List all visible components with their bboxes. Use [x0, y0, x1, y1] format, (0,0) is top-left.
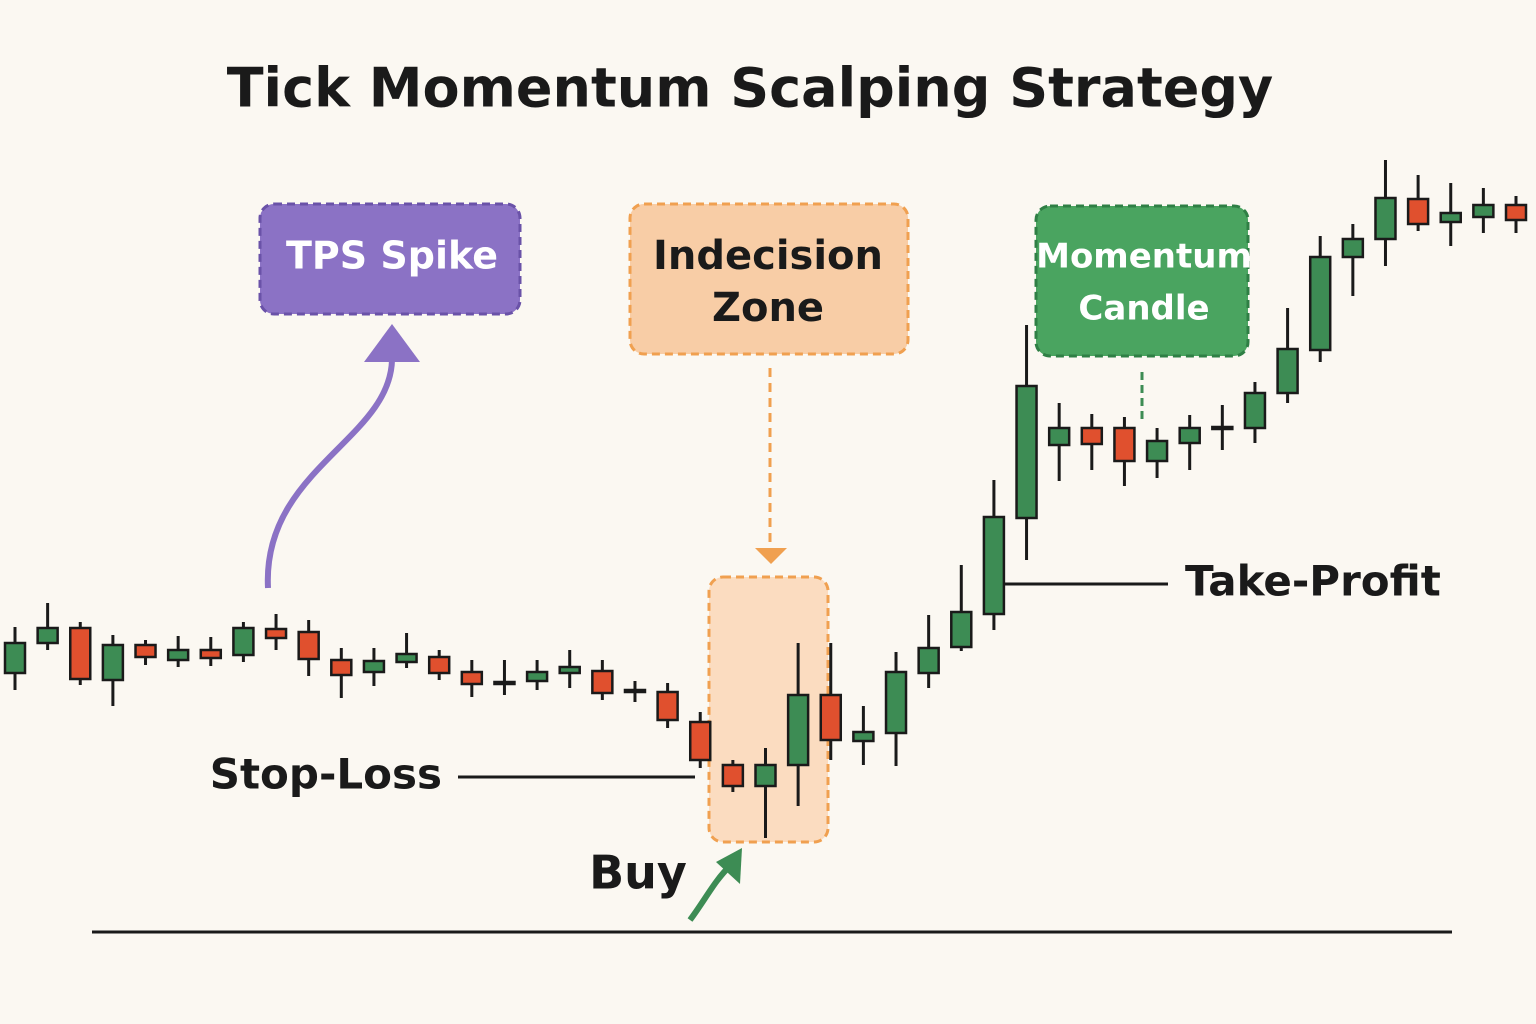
candle-body	[591, 669, 614, 695]
candle-body	[101, 643, 125, 682]
candle-body	[36, 626, 59, 645]
candle-body	[656, 690, 679, 722]
candle-body	[1145, 439, 1169, 463]
candle-body	[688, 720, 712, 762]
candle-body	[1472, 203, 1495, 219]
tps-box	[258, 202, 522, 316]
indecision-box	[628, 202, 910, 356]
candle-body	[330, 658, 353, 677]
momentum-box	[1034, 204, 1250, 358]
candle-body	[493, 680, 516, 686]
candle-body	[1113, 426, 1136, 463]
candle-body	[1211, 425, 1234, 431]
indecision-label: Zone	[712, 285, 824, 331]
candle-body	[623, 688, 647, 694]
candle-body	[460, 670, 484, 686]
candle-body	[884, 670, 908, 735]
candle-body	[297, 630, 320, 661]
buy-label: Buy	[589, 846, 687, 900]
candle-body	[950, 610, 973, 649]
tps-arrowhead	[364, 324, 420, 362]
candle-body	[1015, 384, 1038, 520]
candle-body	[395, 652, 418, 664]
momentum-label: Momentum	[1036, 237, 1252, 277]
candle-body	[166, 648, 190, 662]
candle-body	[1406, 197, 1430, 226]
candle-body	[982, 515, 1006, 616]
candle-body	[786, 693, 810, 767]
candle-body	[1341, 237, 1365, 259]
candle-body	[362, 659, 386, 674]
candle-body	[1080, 426, 1104, 446]
candle-body	[917, 646, 940, 675]
candle-body	[558, 665, 581, 675]
candle-body	[134, 643, 157, 659]
tps-label: TPS Spike	[286, 234, 498, 278]
chart-title: Tick Momentum Scalping Strategy	[227, 57, 1274, 120]
candle-body	[721, 763, 745, 788]
candle-body	[69, 626, 92, 681]
tps-arrow	[264, 359, 395, 589]
candle-body	[1047, 426, 1071, 447]
momentum-label: Candle	[1078, 289, 1209, 329]
candle-body	[1178, 426, 1201, 445]
candle-body	[1276, 347, 1299, 395]
candle-body	[1439, 211, 1462, 224]
candle-body	[3, 641, 27, 675]
candle-body	[199, 648, 223, 660]
candle-body	[1504, 203, 1528, 222]
candle-body	[264, 627, 288, 640]
candle-body	[1374, 196, 1397, 241]
candle-body	[1243, 391, 1267, 430]
candles	[3, 160, 1528, 838]
take-profit-label: Take-Profit	[1185, 557, 1441, 606]
candle-body	[427, 655, 451, 675]
stop-loss-label: Stop-Loss	[210, 750, 442, 799]
candle-body	[232, 626, 255, 657]
candle-body	[525, 670, 549, 683]
indecision-zone	[707, 575, 830, 844]
buy-arrowhead	[716, 848, 742, 884]
candle-body	[754, 763, 777, 788]
candle-body	[819, 693, 843, 742]
indecision-label: Indecision	[653, 233, 883, 279]
indecision-arrowhead	[755, 548, 787, 564]
candle-body	[1308, 255, 1332, 352]
candle-body	[852, 730, 875, 743]
